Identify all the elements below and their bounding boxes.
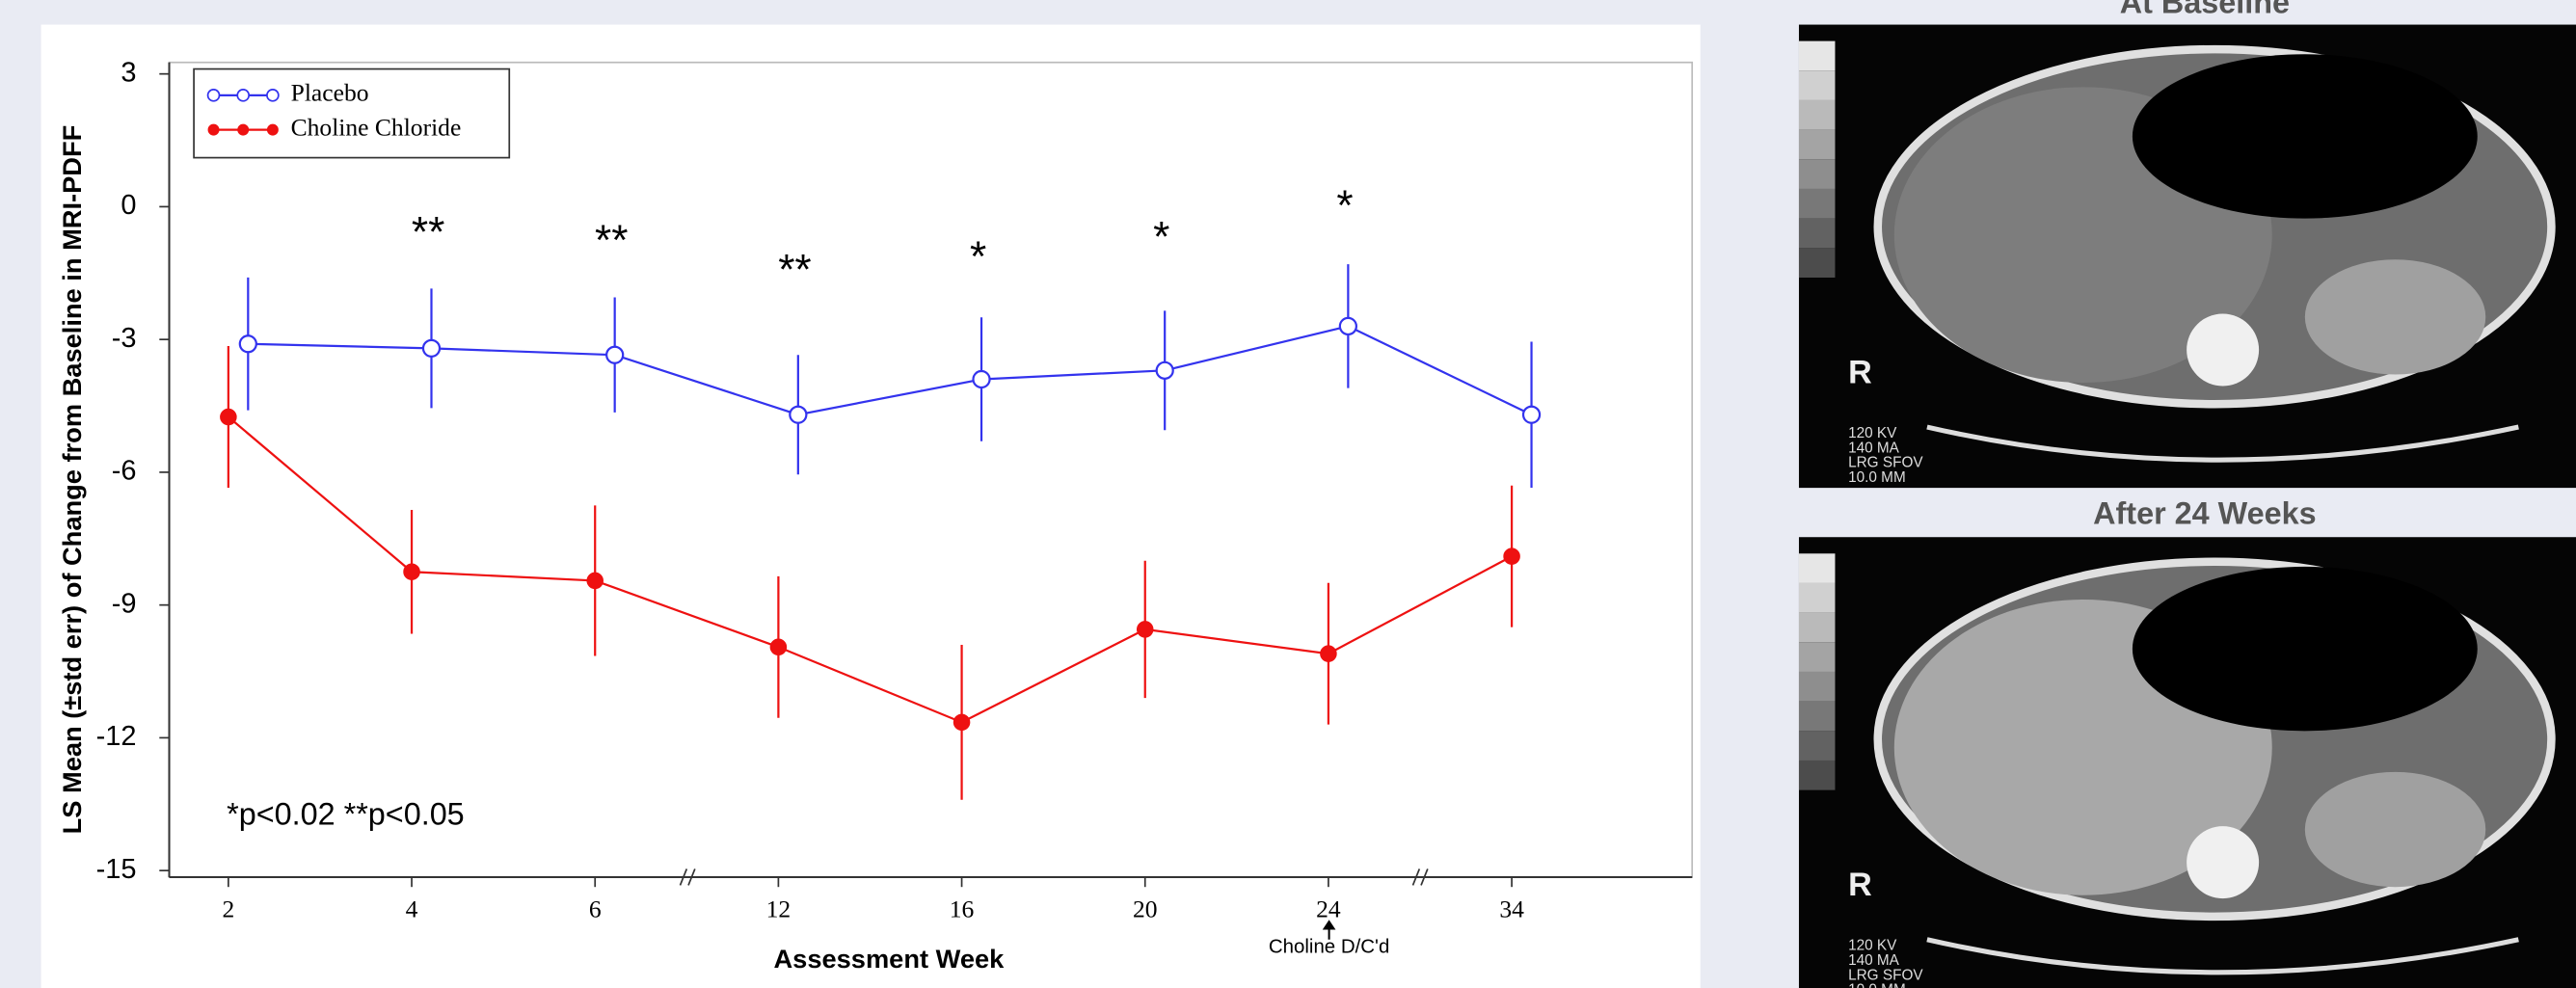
legend-marker bbox=[208, 90, 220, 101]
footnote: *p<0.02 **p<0.05 bbox=[227, 796, 465, 831]
data-point bbox=[404, 565, 418, 579]
side-label: R bbox=[1848, 355, 1872, 391]
stomach-gas bbox=[2133, 567, 2478, 731]
gray-scale-step bbox=[1799, 130, 1835, 160]
spleen bbox=[2305, 772, 2485, 887]
gray-scale-step bbox=[1799, 613, 1835, 643]
gray-scale-step bbox=[1799, 159, 1835, 189]
data-point bbox=[954, 715, 969, 730]
gray-scale-step bbox=[1799, 248, 1835, 278]
data-point bbox=[1157, 362, 1173, 379]
legend-marker bbox=[268, 125, 278, 135]
gray-scale-step bbox=[1799, 70, 1835, 100]
data-point bbox=[1523, 407, 1540, 423]
gray-scale-step bbox=[1799, 553, 1835, 583]
gray-scale-step bbox=[1799, 189, 1835, 219]
gray-scale-step bbox=[1799, 761, 1835, 790]
image-caption: After 24 Weeks bbox=[2093, 496, 2316, 531]
gray-scale-step bbox=[1799, 642, 1835, 672]
y-tick-label: 3 bbox=[121, 57, 136, 88]
legend-marker bbox=[237, 90, 249, 101]
x-tick-label: 20 bbox=[1133, 895, 1158, 923]
x-tick-label: 34 bbox=[1499, 895, 1524, 923]
gray-scale-step bbox=[1799, 41, 1835, 71]
y-tick-label: -9 bbox=[112, 588, 137, 619]
chart-panel bbox=[41, 25, 1701, 988]
data-point bbox=[973, 371, 989, 387]
data-point bbox=[423, 340, 440, 357]
y-tick-label: -12 bbox=[96, 721, 137, 752]
significance-label: ** bbox=[412, 208, 444, 255]
gray-scale-step bbox=[1799, 702, 1835, 732]
data-point bbox=[221, 410, 235, 424]
x-tick-label: 16 bbox=[950, 895, 975, 923]
y-tick-label: -6 bbox=[112, 456, 137, 487]
gray-scale-step bbox=[1799, 219, 1835, 249]
x-tick-label: 24 bbox=[1316, 895, 1341, 923]
stomach-gas bbox=[2133, 54, 2478, 218]
image-caption: At Baseline bbox=[2120, 0, 2290, 20]
x-tick-label: 12 bbox=[766, 895, 792, 923]
side-label: R bbox=[1848, 867, 1872, 903]
gray-scale-step bbox=[1799, 583, 1835, 613]
data-point bbox=[606, 347, 623, 363]
scan-info: 10.0 MM bbox=[1848, 469, 1906, 486]
data-point bbox=[1340, 318, 1356, 334]
spleen bbox=[2305, 259, 2485, 374]
data-point bbox=[588, 574, 603, 588]
data-point bbox=[1138, 622, 1152, 636]
vertebra bbox=[2187, 826, 2259, 898]
significance-label: ** bbox=[778, 247, 811, 294]
legend-label: Choline Chloride bbox=[291, 113, 462, 141]
scan-info: 10.0 MM bbox=[1848, 982, 1906, 988]
legend-marker bbox=[238, 125, 248, 135]
page-canvas: LS Mean (±std err) of Change from Baseli… bbox=[0, 0, 2576, 988]
significance-label: ** bbox=[595, 217, 628, 264]
legend-label: Placebo bbox=[291, 79, 369, 107]
gray-scale-step bbox=[1799, 672, 1835, 702]
data-point bbox=[240, 335, 256, 352]
legend-marker bbox=[208, 125, 218, 135]
data-point bbox=[771, 640, 786, 654]
data-point bbox=[1504, 548, 1518, 563]
page: LS Mean (±std err) of Change from Baseli… bbox=[0, 0, 2576, 988]
data-point bbox=[1321, 647, 1335, 661]
legend-marker bbox=[267, 90, 279, 101]
y-tick-label: -15 bbox=[96, 854, 137, 885]
y-tick-label: -3 bbox=[112, 323, 137, 354]
gray-scale-step bbox=[1799, 731, 1835, 761]
y-axis-title: LS Mean (±std err) of Change from Baseli… bbox=[57, 125, 87, 835]
x-axis-title: Assessment Week bbox=[773, 944, 1005, 974]
x-tick-label: 4 bbox=[406, 895, 418, 923]
significance-label: * bbox=[1153, 213, 1169, 260]
vertebra bbox=[2187, 313, 2259, 386]
x-tick-label: 2 bbox=[222, 895, 234, 923]
significance-label: * bbox=[1336, 182, 1353, 229]
discontinuation-note: Choline D/C'd bbox=[1269, 936, 1389, 958]
x-tick-label: 6 bbox=[589, 895, 602, 923]
data-point bbox=[790, 407, 806, 423]
significance-label: * bbox=[970, 233, 986, 280]
gray-scale-step bbox=[1799, 100, 1835, 130]
y-tick-label: 0 bbox=[121, 190, 136, 221]
